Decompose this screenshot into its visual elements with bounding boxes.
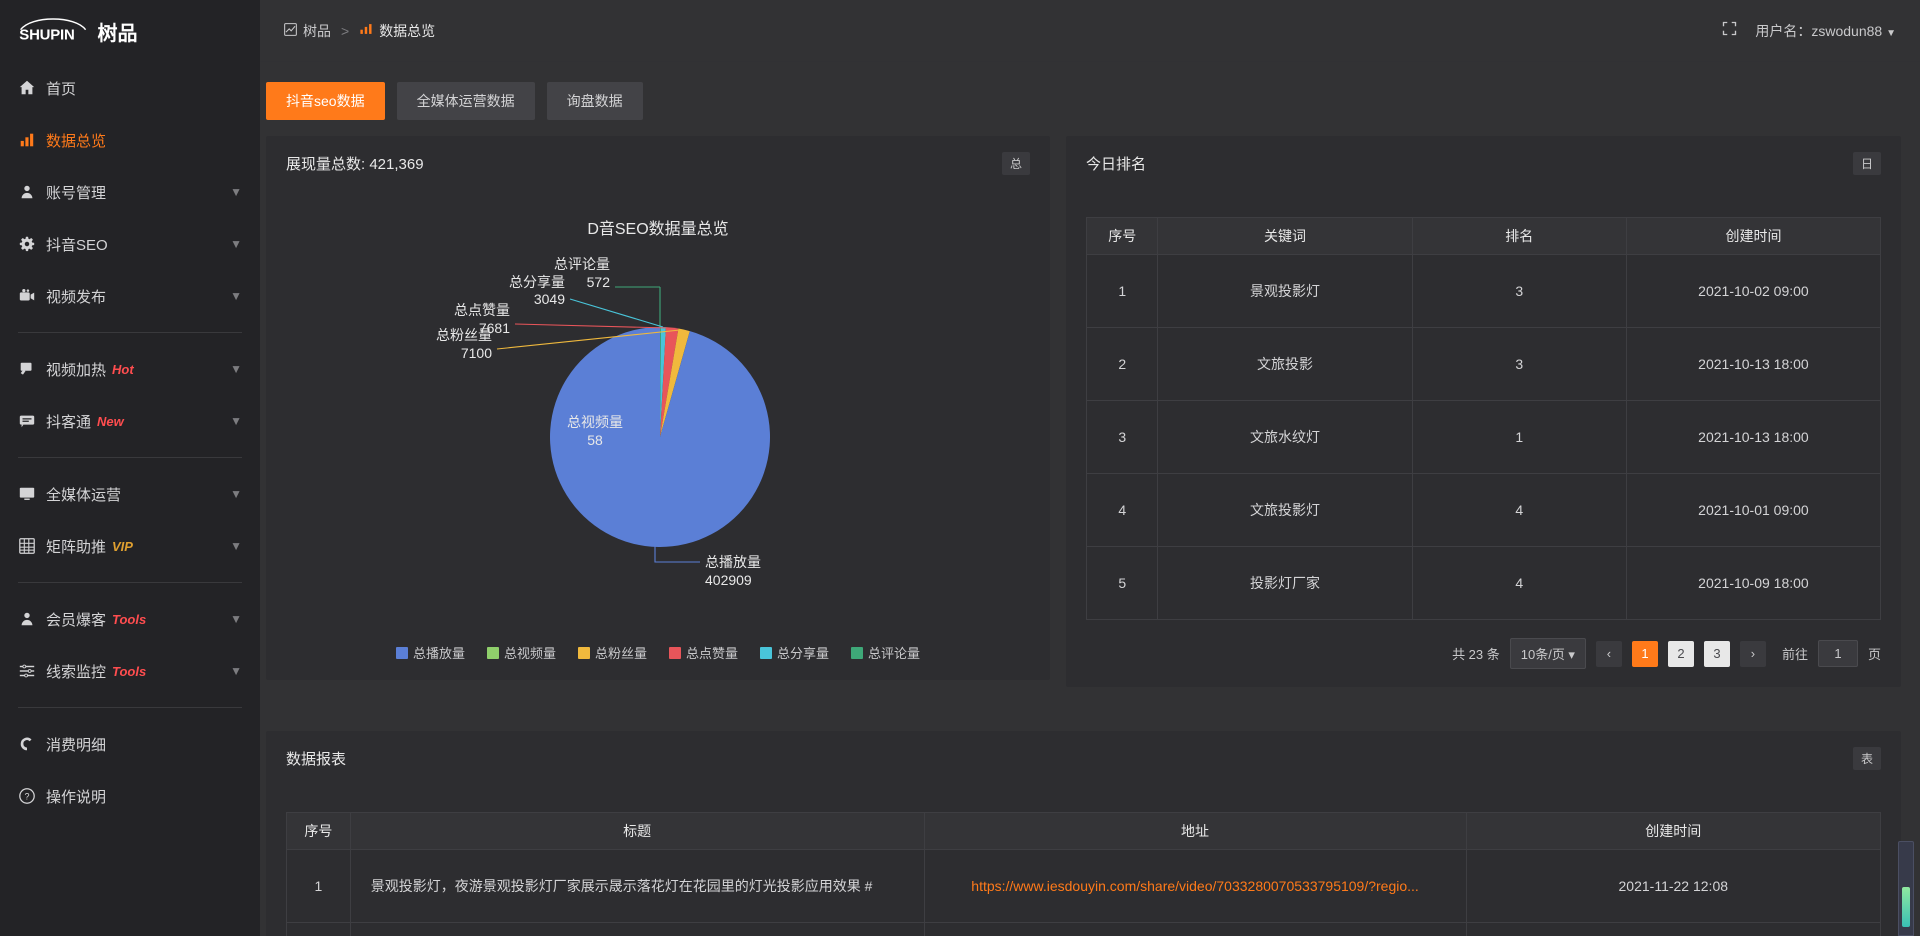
svg-text:总播放量: 总播放量 xyxy=(705,554,761,570)
svg-text:?: ? xyxy=(24,792,29,802)
svg-text:572: 572 xyxy=(587,274,611,290)
svg-text:58: 58 xyxy=(587,432,603,448)
svg-text:总分享量: 总分享量 xyxy=(509,274,565,290)
svg-text:402909: 402909 xyxy=(705,572,752,588)
svg-text:7100: 7100 xyxy=(461,345,492,361)
svg-text:总粉丝量: 总粉丝量 xyxy=(436,327,492,343)
svg-text:3049: 3049 xyxy=(534,291,565,307)
svg-text:总评论量: 总评论量 xyxy=(554,256,610,272)
svg-text:总点赞量: 总点赞量 xyxy=(454,302,510,318)
svg-text:SHUPIN: SHUPIN xyxy=(19,26,74,43)
svg-text:总视频量: 总视频量 xyxy=(567,414,623,430)
